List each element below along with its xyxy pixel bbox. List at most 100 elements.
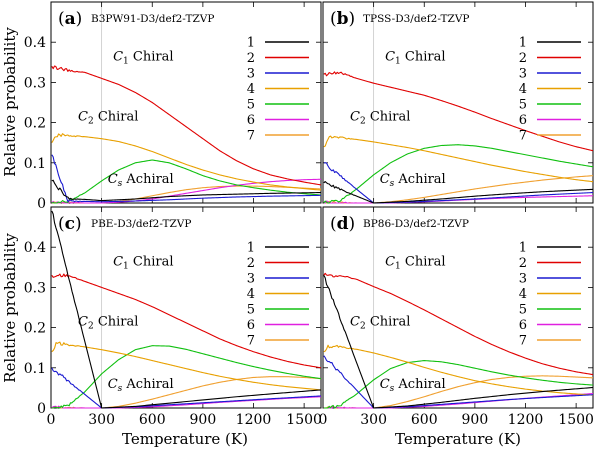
panel-b-series-4-line xyxy=(323,135,594,183)
panel-b-legend-label-2: 2 xyxy=(519,51,527,66)
panel-b-annotation-1: C1 Chiral xyxy=(385,49,445,66)
panel-c-annotation-3: Cs Achiral xyxy=(108,377,174,394)
panel-a-ytick-label: 0.4 xyxy=(24,35,46,51)
panel-a-ytick-label: 0.3 xyxy=(24,75,46,91)
panel-c-frame xyxy=(50,206,322,409)
panel-d-method-title: BP86-D3/def2-TZVP xyxy=(363,218,469,230)
panel-c-legend-label-7: 7 xyxy=(247,334,255,349)
panel-a-tag: (a) xyxy=(58,9,82,29)
panel-b-legend-label-6: 6 xyxy=(519,113,527,128)
panel-d-legend-label-1: 1 xyxy=(519,241,527,256)
panel-a-legend-label-6: 6 xyxy=(247,113,255,128)
panel-d-xtick-label: 0 xyxy=(319,412,328,428)
panel-c-series-1-line xyxy=(51,210,322,409)
panel-b-series-3-line xyxy=(323,162,594,204)
panel-a-legend-label-5: 5 xyxy=(247,98,255,113)
panel-d-xtick-label: 900 xyxy=(462,412,489,428)
panel-a-series-1-line xyxy=(51,179,322,202)
panel-a-legend-label-4: 4 xyxy=(247,82,255,97)
panel-a-annotation-1: C1 Chiral xyxy=(113,49,173,66)
panel-a-annotation-2: C2 Chiral xyxy=(78,110,138,127)
panel-c-legend-label-2: 2 xyxy=(247,256,255,271)
panel-d-xtick-label: 600 xyxy=(411,412,438,428)
panel-c-series-5-line xyxy=(51,345,322,409)
panel-a-series-4-line xyxy=(51,133,322,191)
panel-a-annotation-3: Cs Achiral xyxy=(108,172,174,189)
panel-a-method-title: B3PW91-D3/def2-TZVP xyxy=(91,13,214,25)
panel-d-series-1-line xyxy=(323,275,594,409)
x-axis-title-left: Temperature (K) xyxy=(122,430,248,448)
panel-c-tag: (c) xyxy=(58,214,82,234)
panel-b-legend-label-3: 3 xyxy=(519,67,527,82)
panel-a-ytick-label: 0.2 xyxy=(24,116,46,132)
x-axis-title-right: Temperature (K) xyxy=(395,430,521,448)
panel-c-ytick-label: 0.3 xyxy=(24,280,46,296)
panel-c-legend-label-4: 4 xyxy=(247,287,255,302)
panel-c-legend-label-3: 3 xyxy=(247,272,255,287)
panel-d-annotation-3: Cs Achiral xyxy=(380,377,446,394)
panel-a-series-7-line xyxy=(51,185,322,204)
panel-d-xtick-label: 1200 xyxy=(508,412,544,428)
panel-c-method-title: PBE-D3/def2-TZVP xyxy=(91,218,191,230)
panel-c-legend-label-6: 6 xyxy=(247,318,255,333)
panel-d-xtick-label: 300 xyxy=(360,412,387,428)
panel-a-series-6-line xyxy=(51,178,322,204)
panel-a-legend-label-7: 7 xyxy=(247,129,255,144)
panel-d-legend-label-2: 2 xyxy=(519,256,527,271)
panel-c-legend-label-5: 5 xyxy=(247,303,255,318)
panel-c-xtick-label: 1200 xyxy=(236,412,272,428)
panel-b-annotation-2: C2 Chiral xyxy=(350,110,410,127)
panel-a-frame xyxy=(50,1,322,204)
panel-a-legend-label-3: 3 xyxy=(247,67,255,82)
panel-b-annotation-3: Cs Achiral xyxy=(380,172,446,189)
panel-d-legend-label-7: 7 xyxy=(519,334,527,349)
panel-c-ytick-label: 0 xyxy=(37,401,46,417)
panel-c-xtick-label: 300 xyxy=(88,412,115,428)
panel-c-series-3-line xyxy=(51,367,322,409)
y-axis-title-bottom: Relative probability xyxy=(1,233,19,383)
panel-a-series-2-line xyxy=(51,65,322,186)
y-axis-title-top: Relative probability xyxy=(1,27,19,177)
panel-c-xtick-label: 0 xyxy=(47,412,56,428)
panel-c-xtick-label: 600 xyxy=(139,412,166,428)
panel-c-legend-label-1: 1 xyxy=(247,241,255,256)
panel-a-series-3-line xyxy=(51,154,322,203)
panel-b-series-2-line xyxy=(323,71,594,152)
panel-c-ytick-label: 0.4 xyxy=(24,240,46,256)
panel-a-ytick-label: 0 xyxy=(37,196,46,212)
panel-d-annotation-1: C1 Chiral xyxy=(385,254,445,271)
panel-d-annotation-2: C2 Chiral xyxy=(350,315,410,332)
panel-c-series-2-line xyxy=(51,273,322,369)
panel-c-xtick-label: 1500 xyxy=(286,412,322,428)
panel-d-legend-label-5: 5 xyxy=(519,303,527,318)
panel-b-legend-label-5: 5 xyxy=(519,98,527,113)
panel-a-series-5-line xyxy=(51,159,322,204)
panel-b-tag: (b) xyxy=(330,9,355,29)
panel-a-ytick-label: 0.1 xyxy=(24,156,46,172)
panel-a-legend-label-2: 2 xyxy=(247,51,255,66)
panel-b-method-title: TPSS-D3/def2-TZVP xyxy=(363,13,469,25)
panel-c-annotation-1: C1 Chiral xyxy=(113,254,173,271)
panel-b-frame xyxy=(322,1,594,204)
panel-d-frame xyxy=(322,206,594,409)
panel-d-legend-label-3: 3 xyxy=(519,272,527,287)
panel-d-legend-label-4: 4 xyxy=(519,287,527,302)
panel-b-legend-label-1: 1 xyxy=(519,36,527,51)
panel-b-legend-label-7: 7 xyxy=(519,129,527,144)
panel-a-legend-label-1: 1 xyxy=(247,36,255,51)
panel-c-ytick-label: 0.1 xyxy=(24,361,46,377)
panel-d-xtick-label: 1500 xyxy=(558,412,594,428)
panel-c-series-6-line xyxy=(51,396,322,409)
panel-d-series-3-line xyxy=(323,355,594,409)
panel-c-series-4-line xyxy=(51,341,322,391)
panel-c-ytick-label: 0.2 xyxy=(24,321,46,337)
panel-b-legend-label-4: 4 xyxy=(519,82,527,97)
panel-d-legend-label-6: 6 xyxy=(519,318,527,333)
panel-d-series-4-line xyxy=(323,344,594,396)
panel-d-series-5-line xyxy=(323,360,594,409)
panel-b-series-1-line xyxy=(323,181,594,204)
panel-c-xtick-label: 900 xyxy=(190,412,217,428)
panel-b-series-5-line xyxy=(323,144,594,204)
